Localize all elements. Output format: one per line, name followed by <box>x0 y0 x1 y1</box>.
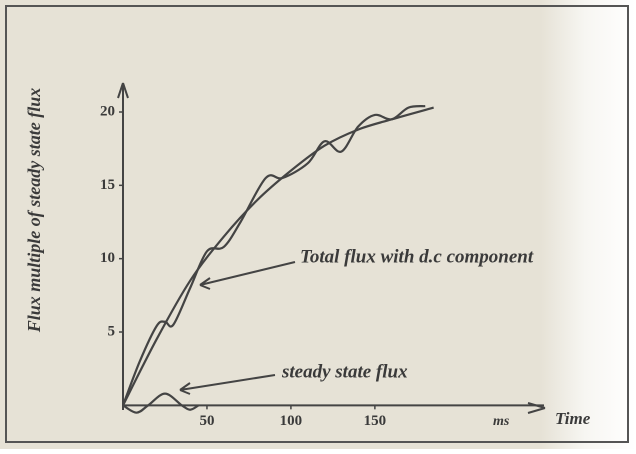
series-line <box>123 394 199 413</box>
x-tick-label: 50 <box>199 413 214 429</box>
annotation: steady state flux <box>281 361 408 382</box>
x-tick-label: 150 <box>364 413 387 429</box>
page: Flux multiple of steady state flux Time … <box>0 0 636 449</box>
y-axis-title: Flux multiple of steady state flux <box>24 88 44 334</box>
chart: Flux multiple of steady state flux Time … <box>0 0 636 449</box>
y-tick-label: 10 <box>100 250 115 266</box>
annotation-arrow <box>200 262 295 289</box>
y-tick-label: 15 <box>100 177 115 193</box>
y-tick-label: 20 <box>100 103 115 119</box>
annotation: Total flux with d.c component <box>300 246 534 267</box>
y-tick-label: 5 <box>108 323 116 339</box>
x-tick-label: 100 <box>280 413 303 429</box>
x-axis-title: Time <box>555 409 591 428</box>
annotation-arrow <box>180 375 275 394</box>
x-unit: ms <box>493 414 510 429</box>
